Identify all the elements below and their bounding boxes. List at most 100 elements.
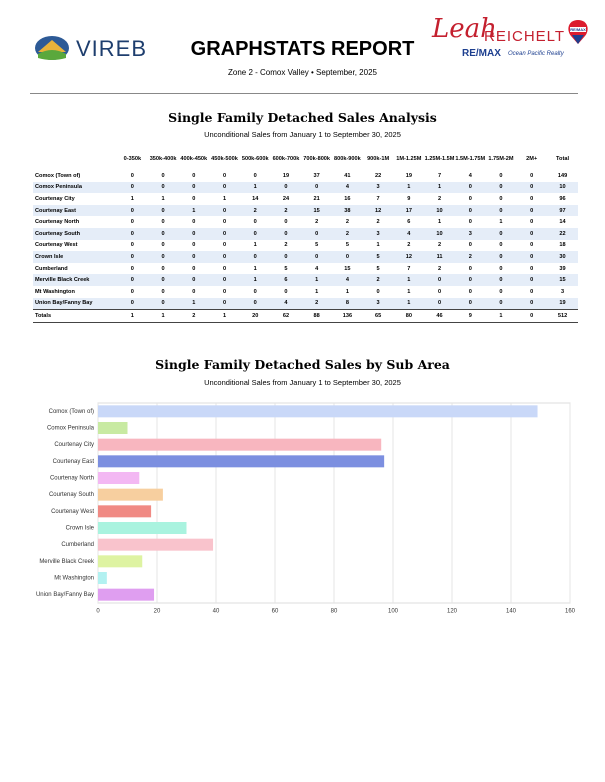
bar (98, 588, 155, 601)
cell: 0 (209, 251, 240, 263)
cell: 80 (393, 309, 425, 323)
cell: 0 (468, 219, 472, 226)
x-tick-label: 40 (213, 609, 220, 615)
table-row: Comox (Town of) 0 0 0 0 0 19 37 41 22 19 7 4 0 0 149 (33, 170, 578, 182)
column-header: 350k-400k (149, 156, 177, 162)
row-label: Courtenay North (35, 219, 80, 226)
cell: 0 (222, 172, 227, 179)
row-label: Comox (Town of) (35, 172, 81, 179)
cell: 0 (530, 288, 534, 295)
cell: 0 (222, 242, 227, 249)
cell: 0 (178, 227, 210, 240)
cell: 2 (301, 297, 333, 310)
cell: 0 (147, 274, 179, 286)
cell: 19 (405, 172, 412, 179)
cell: 0 (130, 172, 134, 179)
cell: 0 (424, 297, 455, 310)
table-row: Mt Washington 0 0 0 0 0 0 1 1 0 1 0 0 0 0 3 (33, 286, 578, 298)
table-row: Merville Black Creek 0 0 0 0 1 6 1 4 2 1 0 0 0 0 15 (33, 274, 578, 286)
cell: 0 (192, 172, 196, 179)
bar (98, 455, 385, 468)
x-tick-label: 140 (506, 609, 517, 615)
cell: 37 (313, 172, 320, 179)
column-header: 600k-700k (272, 156, 300, 162)
cell: 9 (407, 195, 411, 202)
cell: 0 (209, 227, 240, 240)
cell: 96 (559, 195, 566, 202)
bar (98, 572, 107, 584)
cell: 12 (362, 204, 394, 217)
bar (98, 522, 187, 534)
cell: 0 (222, 288, 227, 295)
cell: 0 (454, 204, 486, 217)
cell: 2 (239, 204, 271, 217)
cell: 1 (130, 195, 134, 202)
report-title: GRAPHSTATS REPORT (190, 38, 415, 60)
cell: 2 (437, 242, 442, 249)
cell: 0 (454, 297, 486, 310)
cell: 1 (424, 181, 455, 194)
cell: 0 (161, 242, 165, 249)
table-row: Courtenay East 0 0 1 0 2 2 15 38 12 17 10 0 0 0 97 (33, 204, 578, 217)
cell: 2 (407, 242, 411, 249)
cell: 0 (499, 172, 503, 179)
cell: 0 (161, 172, 165, 179)
cell: 0 (147, 227, 179, 240)
divider (30, 93, 578, 94)
brokerage-sub: Ocean Pacific Realty (508, 51, 564, 57)
cell: 1 (209, 309, 240, 323)
cell: 2 (437, 195, 442, 202)
cell: 0 (117, 251, 148, 263)
chart: 0 20 40 60 80 100 120 140 160 Comox (Town of) Como… (36, 402, 576, 615)
cell: 0 (454, 181, 486, 194)
cell: 1 (178, 204, 210, 217)
cell: 97 (547, 204, 578, 217)
cell: 2 (284, 242, 288, 249)
cell: 2 (332, 227, 363, 240)
table-row: Comox Peninsula 0 0 0 0 1 0 0 4 3 1 1 0 0 0 10 (33, 181, 578, 194)
cell: 12 (393, 251, 425, 263)
cell: 17 (393, 204, 425, 217)
bar (98, 405, 538, 418)
cell: 2 (315, 219, 319, 226)
x-tick-label: 0 (96, 609, 100, 615)
cell: 1 (239, 274, 271, 286)
cell: 46 (424, 309, 455, 323)
cell: 0 (117, 181, 148, 194)
cell: 1 (485, 309, 517, 323)
cell: 10 (424, 227, 455, 240)
cell: 0 (454, 274, 486, 286)
cell: 3 (362, 297, 394, 310)
cell: 0 (130, 219, 134, 226)
y-tick-label: Comox (Town of) (49, 409, 94, 415)
cell: 0 (530, 219, 534, 226)
cell: 1 (393, 181, 425, 194)
x-tick-label: 20 (154, 609, 161, 615)
cell: 0 (192, 195, 196, 202)
cell: 3 (362, 181, 394, 194)
bar (98, 538, 214, 551)
table-title: Single Family Detached Sales Analysis (168, 110, 437, 125)
column-header: 800k-900k (334, 156, 361, 162)
cell: 0 (468, 242, 472, 249)
cell: 0 (530, 172, 534, 179)
cell: 0 (192, 219, 196, 226)
column-header: 1.75M-2M (488, 156, 514, 162)
cell: 14 (559, 219, 566, 226)
corner-cell (33, 148, 117, 170)
column-header: 1.25M-1.5M (424, 156, 455, 162)
y-tick-label: Merville Black Creek (39, 559, 95, 565)
balloon-text: RE/MAX (570, 27, 586, 32)
cell: 0 (516, 297, 548, 310)
row-label: Mt Washington (35, 288, 75, 295)
y-tick-label: Courtenay North (50, 476, 94, 482)
brokerage: RE/MAX (462, 48, 501, 59)
cell: 0 (301, 227, 333, 240)
cell: 1 (407, 288, 411, 295)
cell: 2 (362, 274, 394, 286)
cell: 0 (209, 204, 240, 217)
cell: 0 (239, 297, 271, 310)
y-tick-label: Crown Isle (66, 526, 95, 532)
cell: 4 (332, 274, 363, 286)
cell: 0 (130, 265, 134, 272)
